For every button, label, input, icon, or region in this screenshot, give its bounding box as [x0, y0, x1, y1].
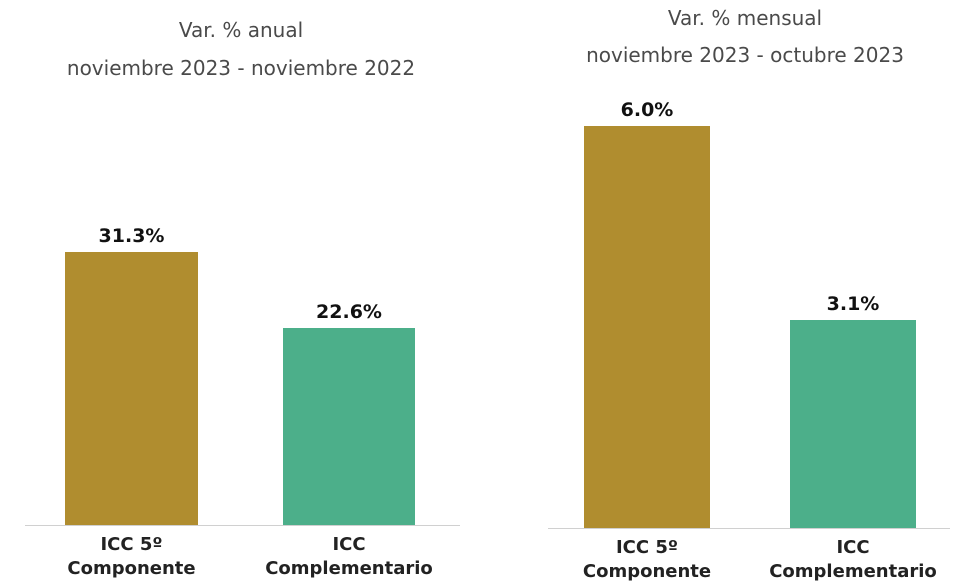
value-label: 6.0%: [620, 98, 674, 121]
bar: [65, 251, 198, 525]
chart-title: Var. % anual: [178, 18, 304, 42]
value-label: 3.1%: [826, 293, 880, 316]
baseline: [548, 528, 950, 529]
bar: [283, 327, 415, 525]
chart-subtitle: noviembre 2023 - octubre 2023: [586, 43, 904, 67]
value-label: 22.6%: [316, 300, 382, 323]
chart-title: Var. % mensual: [667, 6, 823, 30]
category-label: ICC Complementario: [265, 534, 433, 579]
value-label: 31.3%: [98, 224, 165, 247]
chart-subtitle: noviembre 2023 - noviembre 2022: [66, 56, 416, 80]
category-label: ICC Complementario: [769, 537, 937, 582]
category-label: ICC 5º Componente: [582, 537, 712, 582]
bar: [584, 125, 710, 528]
category-label: ICC 5º Componente: [67, 534, 196, 579]
baseline: [25, 525, 460, 526]
bar: [790, 320, 916, 528]
